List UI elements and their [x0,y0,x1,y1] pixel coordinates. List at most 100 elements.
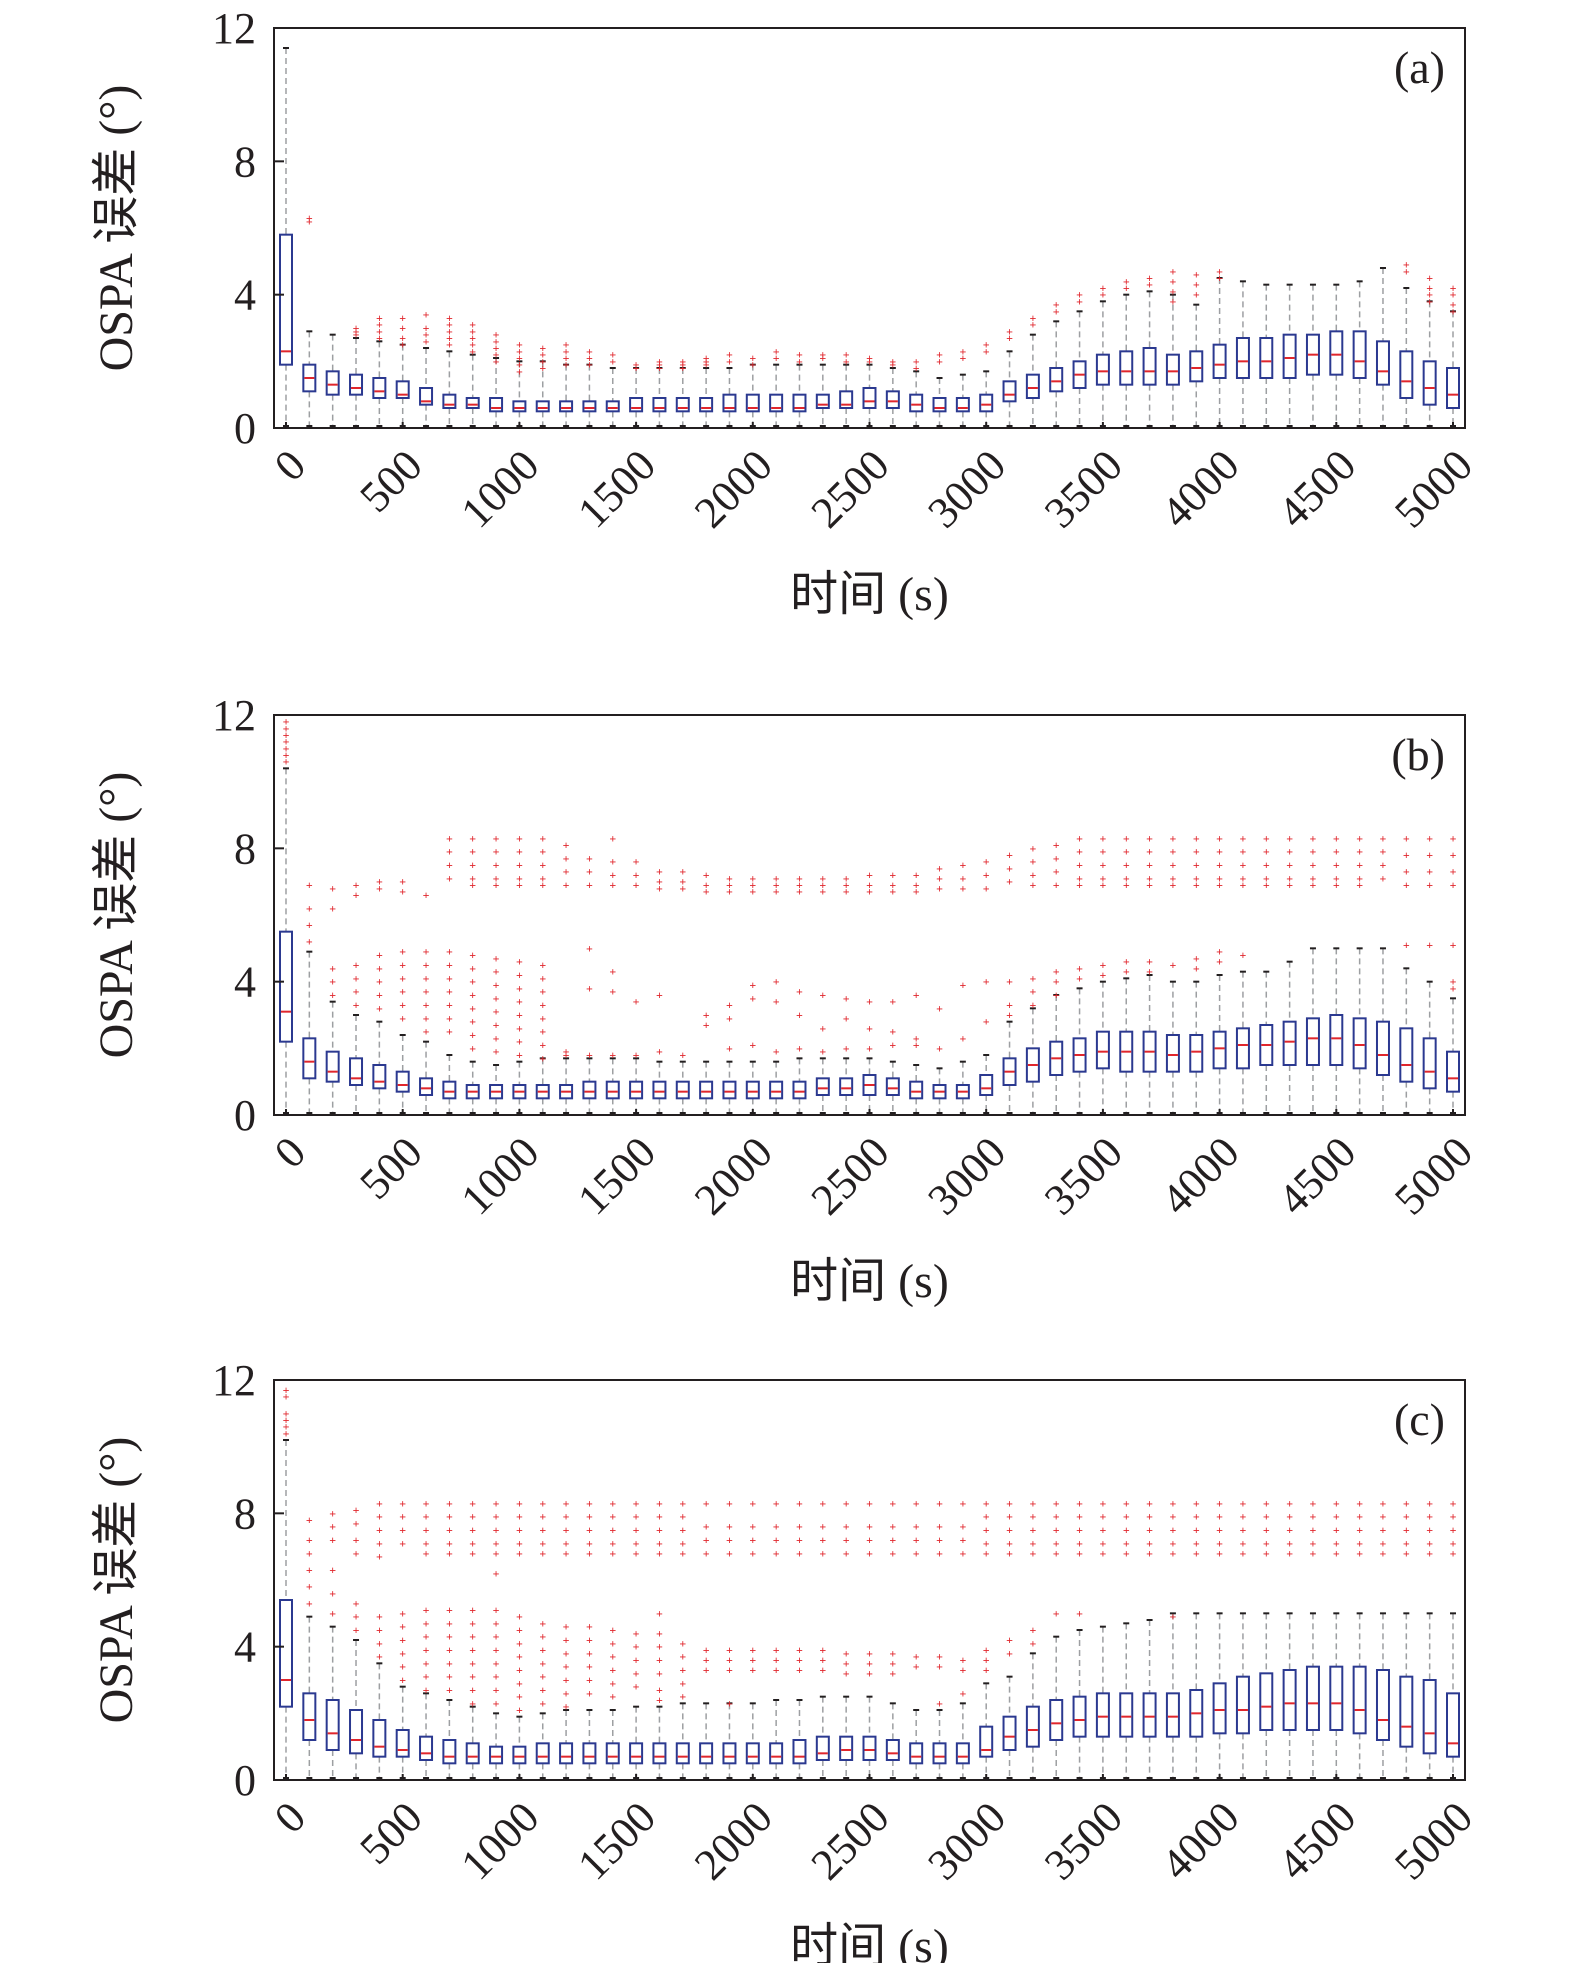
outlier-marker: + [423,985,430,999]
box-0: +++++++ [279,715,293,1115]
box-1300: ++++++ [582,851,597,1115]
box-iqr [1282,1669,1297,1731]
outlier-marker: + [959,1653,966,1667]
y-axis-label: OSPA 误差 (°) [90,1437,143,1724]
outlier-marker: + [399,971,406,985]
outlier-marker: + [843,1041,850,1055]
outlier-marker: + [1029,1536,1036,1550]
x-tick-label: 4000 [1152,1127,1249,1224]
box-iqr [582,1080,597,1100]
outlier-marker: + [306,901,313,915]
outlier-marker: + [1356,878,1363,892]
outlier-marker: + [1053,878,1060,892]
outlier-marker: + [516,1623,523,1637]
outlier-marker: + [399,985,406,999]
x-tick-label: 1500 [568,440,665,537]
outlier-marker: + [726,885,733,899]
box-2000: +++++++ [745,1496,760,1780]
box-iqr [1446,367,1460,409]
outlier-marker: + [493,328,500,342]
outlier-marker: + [1333,878,1340,892]
outlier-marker: + [889,1025,896,1039]
x-tick-label: 4500 [1268,1127,1365,1224]
outlier-marker: + [423,888,430,902]
outlier-marker: + [679,1510,686,1524]
outlier-marker: + [376,1510,383,1524]
box-500: ++++++++++ [395,1496,410,1780]
box-1400: +++++++++++ [605,1496,620,1780]
outlier-marker: + [1286,871,1293,885]
outlier-marker: + [866,995,873,1009]
box-iqr [559,1742,574,1765]
outlier-marker: + [1053,975,1060,989]
box-iqr [349,1057,364,1087]
outlier-marker: + [446,324,453,338]
box-iqr [419,1077,434,1097]
outlier-marker: + [819,988,826,1002]
outlier-marker: + [1450,1523,1457,1537]
outlier-marker: + [539,831,546,845]
box-iqr [1072,1037,1087,1073]
box-iqr [745,1742,760,1765]
outlier-marker: + [329,1520,336,1534]
outlier-marker: + [703,358,710,372]
outlier-marker: + [539,1656,546,1670]
outlier-marker: + [1076,858,1083,872]
outlier-marker: + [633,1510,640,1524]
box-iqr [1259,337,1274,379]
box-4400: +++++ [1305,1496,1320,1780]
box-4000: +++++++ [1212,831,1227,1115]
outlier-marker: + [539,1643,546,1657]
outlier-marker: + [423,945,430,959]
outlier-marker: + [936,1001,943,1015]
outlier-marker: + [726,1496,733,1510]
outlier-marker: + [1216,831,1223,845]
outlier-marker: + [679,1636,686,1650]
outlier-marker: + [539,1683,546,1697]
box-3800: ++++ [1165,264,1180,428]
outlier-marker: + [516,1008,523,1022]
outlier-marker: + [283,1390,290,1404]
x-axis-label: 时间 (s) [790,1255,949,1308]
outlier-marker: + [446,1510,453,1524]
outlier-marker: + [796,1533,803,1547]
outlier-marker: + [1450,1510,1457,1524]
outlier-marker: + [1099,858,1106,872]
outlier-marker: + [469,871,476,885]
outlier-marker: + [796,1008,803,1022]
box-4200: +++++ [1259,831,1274,1115]
box-3600: +++++ [1119,1496,1134,1780]
outlier-marker: + [423,1536,430,1550]
outlier-marker: + [1193,1523,1200,1537]
box-iqr [349,373,364,396]
outlier-marker: + [679,1650,686,1664]
outlier-marker: + [1029,318,1036,332]
outlier-marker: + [656,1510,663,1524]
outlier-marker: + [1333,831,1340,845]
outlier-marker: + [1076,845,1083,859]
outlier-marker: + [469,1496,476,1510]
box-3800: ++++++ [1165,831,1180,1115]
x-tick-label: 4000 [1152,1792,1249,1889]
outlier-marker: + [563,344,570,358]
outlier-marker: + [1146,845,1153,859]
outlier-marker: + [609,1048,616,1062]
outlier-marker: + [1006,1510,1013,1524]
outlier-marker: + [959,881,966,895]
outlier-marker: + [983,338,990,352]
outlier-marker: + [1099,288,1106,302]
outlier-marker: + [283,721,290,735]
outlier-marker: + [1380,858,1387,872]
box-600: ++++++++ [419,888,434,1115]
outlier-marker: + [516,995,523,1009]
outlier-marker: + [679,1663,686,1677]
outlier-marker: + [703,1546,710,1560]
x-tick-label: 4000 [1152,440,1249,537]
outlier-marker: + [516,1546,523,1560]
outlier-marker: + [329,988,336,1002]
box-iqr [1305,1017,1320,1066]
box-iqr [512,1745,527,1765]
outlier-marker: + [329,881,336,895]
box-2300: +++++++ [815,1496,830,1780]
